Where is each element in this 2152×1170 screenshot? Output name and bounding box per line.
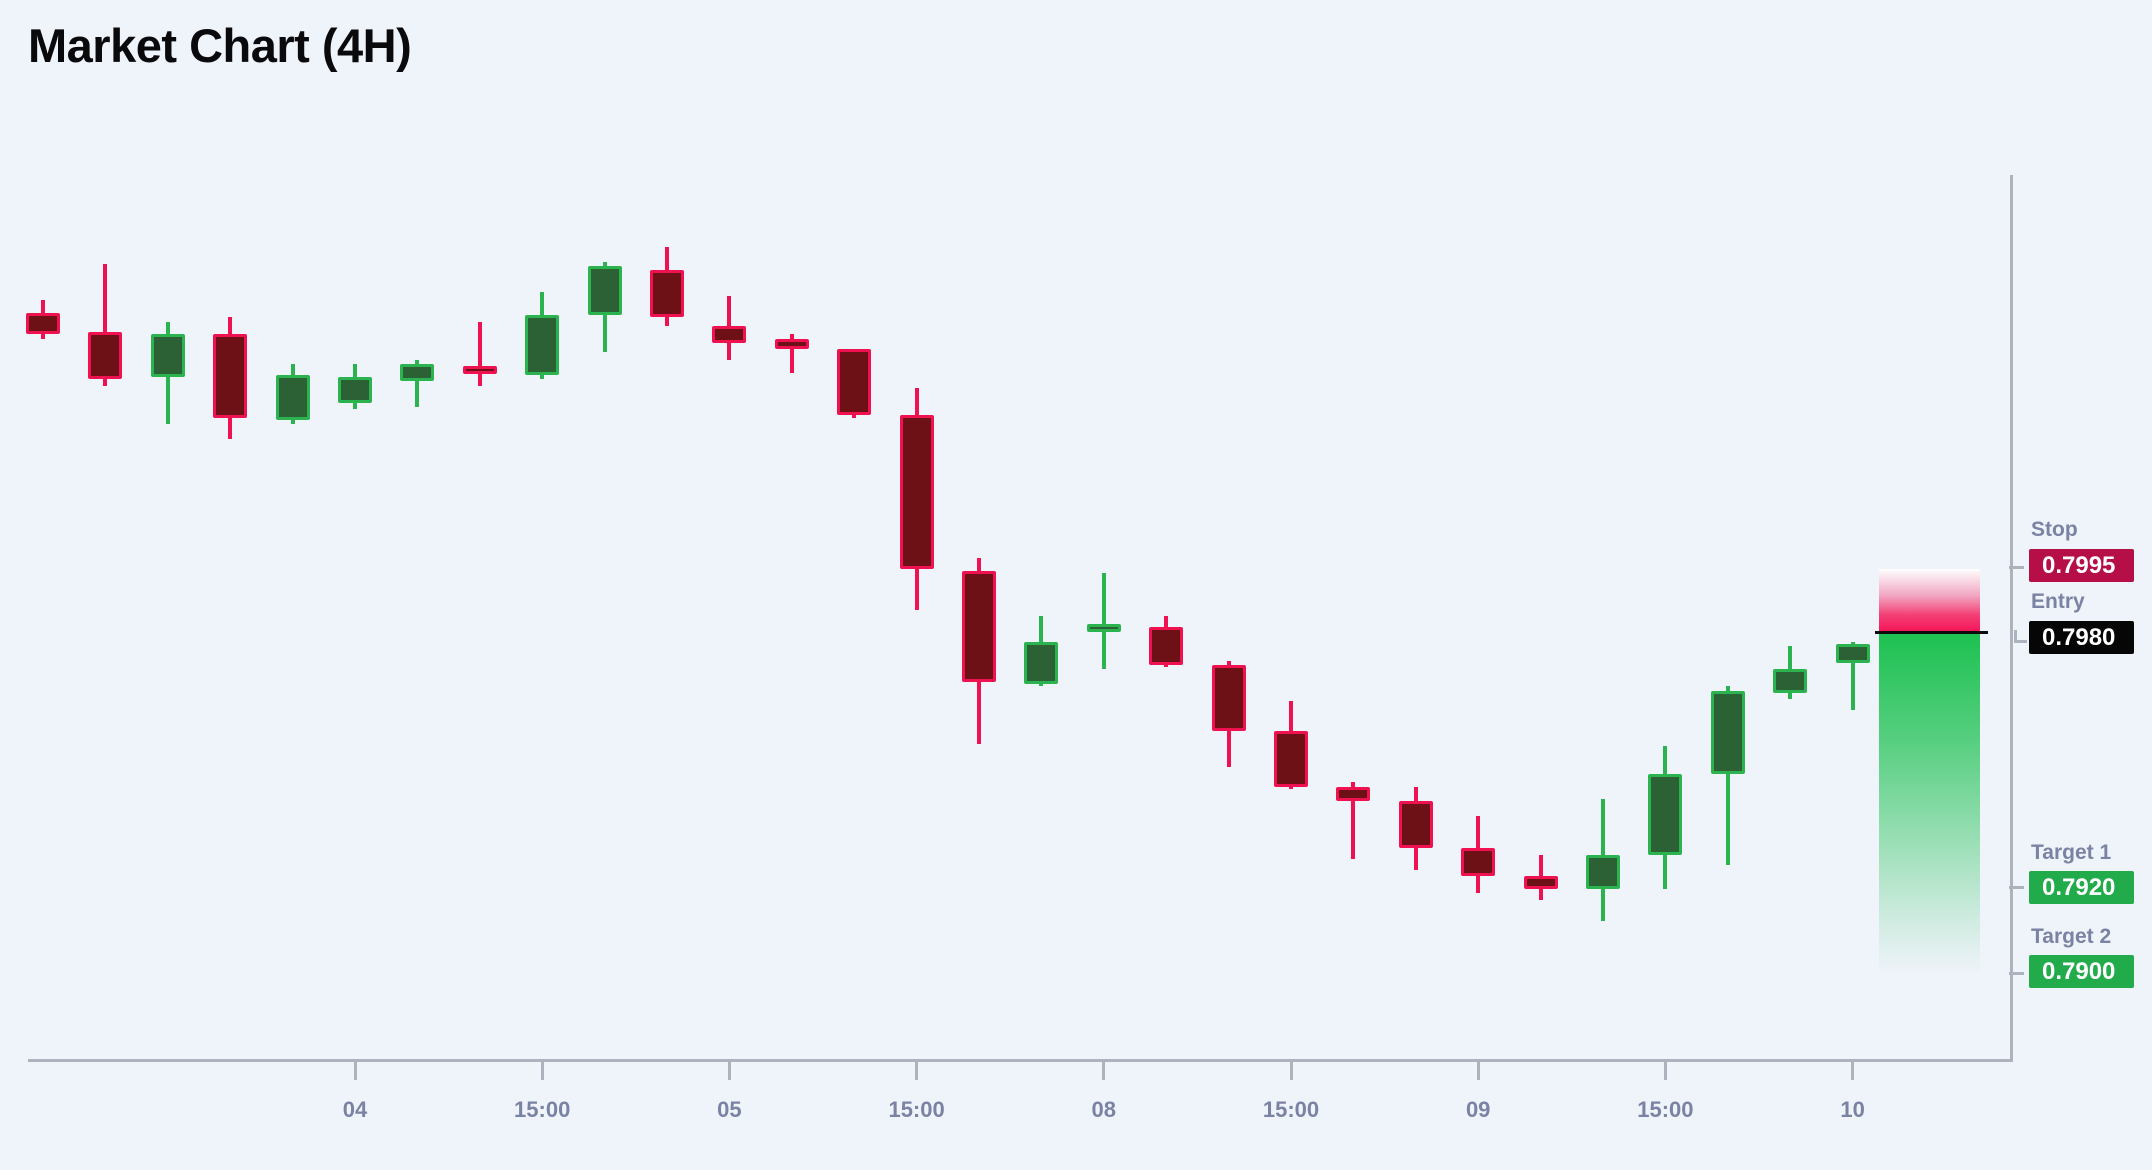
- candle: [275, 374, 310, 420]
- candle: [962, 571, 996, 683]
- candle-wick: [415, 360, 420, 407]
- candle: [587, 266, 622, 316]
- candle-wick: [789, 334, 794, 373]
- entry-price-line: [1875, 631, 1988, 634]
- x-axis-label: 15:00: [888, 1097, 945, 1122]
- entry-price-badge: 0.7980: [2029, 621, 2134, 654]
- candle: [899, 415, 934, 570]
- entry-level-label: Entry: [2031, 590, 2085, 613]
- candle: [1398, 801, 1433, 849]
- x-axis-label: 08: [1091, 1097, 1117, 1122]
- x-axis-tick: [1476, 1060, 1480, 1080]
- candle: [712, 325, 747, 343]
- candle: [774, 338, 809, 350]
- candle: [650, 270, 684, 318]
- x-axis-label: 15:00: [514, 1097, 571, 1122]
- stop-level-label: Stop: [2031, 518, 2078, 541]
- x-axis-line: [28, 1059, 2013, 1062]
- candle: [1274, 731, 1308, 787]
- candle-wick: [103, 264, 108, 386]
- target1-level-tick: [2009, 886, 2024, 889]
- x-axis-label: 04: [342, 1097, 368, 1122]
- candle: [1461, 848, 1496, 877]
- x-axis-tick: [540, 1060, 544, 1080]
- x-axis-label: 15:00: [1637, 1097, 1694, 1122]
- x-axis-tick: [1289, 1060, 1293, 1080]
- x-axis-tick: [1663, 1060, 1667, 1080]
- candle: [1211, 664, 1246, 732]
- entry-level-connector-horizontal: [2014, 640, 2027, 643]
- target2-level-label: Target 2: [2031, 925, 2112, 948]
- x-axis-label: 09: [1465, 1097, 1491, 1122]
- target1-price-badge: 0.7920: [2029, 871, 2134, 904]
- candle: [525, 315, 560, 375]
- candle: [88, 332, 123, 380]
- x-axis-tick: [353, 1060, 357, 1080]
- candle: [26, 313, 60, 335]
- candle: [1336, 786, 1371, 802]
- stop-price-badge: 0.7995: [2029, 549, 2134, 582]
- x-axis-tick: [915, 1060, 919, 1080]
- candle-wick: [1101, 573, 1106, 670]
- page-title: Market Chart (4H): [28, 19, 412, 72]
- candle: [213, 334, 248, 418]
- candle: [1710, 690, 1745, 774]
- target2-price-badge: 0.7900: [2029, 955, 2134, 988]
- candle: [462, 366, 497, 375]
- candle: [1773, 669, 1808, 693]
- stop-risk-zone: [1879, 569, 1980, 633]
- candle-wick: [1351, 782, 1356, 860]
- stop-level-tick: [2009, 566, 2024, 569]
- candle: [1523, 876, 1558, 889]
- candle: [400, 364, 435, 382]
- candle: [338, 377, 372, 403]
- x-axis-label: 10: [1840, 1097, 1865, 1122]
- candle: [1586, 854, 1620, 889]
- candle: [1648, 773, 1683, 855]
- candle: [837, 349, 872, 416]
- candle: [1024, 641, 1059, 685]
- entry-level-connector-vertical: [2014, 630, 2017, 643]
- candle: [1149, 626, 1184, 665]
- target1-level-label: Target 1: [2031, 841, 2112, 864]
- candle-wick: [1850, 641, 1855, 710]
- x-axis-tick: [727, 1060, 731, 1080]
- x-axis-tick: [1851, 1060, 1855, 1080]
- target-reward-zone: [1879, 633, 1980, 975]
- candle: [1086, 624, 1121, 633]
- y-axis-line: [2010, 175, 2013, 1062]
- candle-wick: [477, 321, 482, 386]
- x-axis-label: 05: [717, 1097, 742, 1122]
- candle: [1835, 643, 1870, 663]
- candle: [150, 334, 185, 378]
- target2-level-tick: [2009, 972, 2024, 975]
- x-axis-tick: [1102, 1060, 1106, 1080]
- candle-wick: [1725, 686, 1730, 866]
- x-axis-label: 15:00: [1262, 1097, 1320, 1122]
